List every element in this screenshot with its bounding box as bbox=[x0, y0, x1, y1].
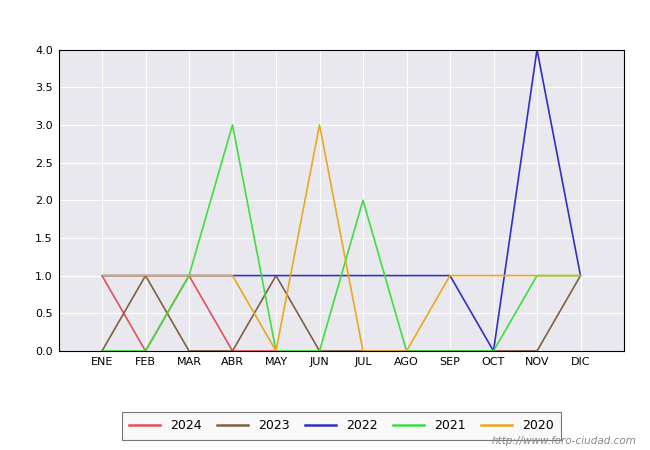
Text: Matriculaciones de Vehiculos en Revellinos: Matriculaciones de Vehiculos en Revellin… bbox=[131, 11, 519, 29]
Legend: 2024, 2023, 2022, 2021, 2020: 2024, 2023, 2022, 2021, 2020 bbox=[122, 411, 561, 440]
Text: http://www.foro-ciudad.com: http://www.foro-ciudad.com bbox=[492, 436, 637, 446]
